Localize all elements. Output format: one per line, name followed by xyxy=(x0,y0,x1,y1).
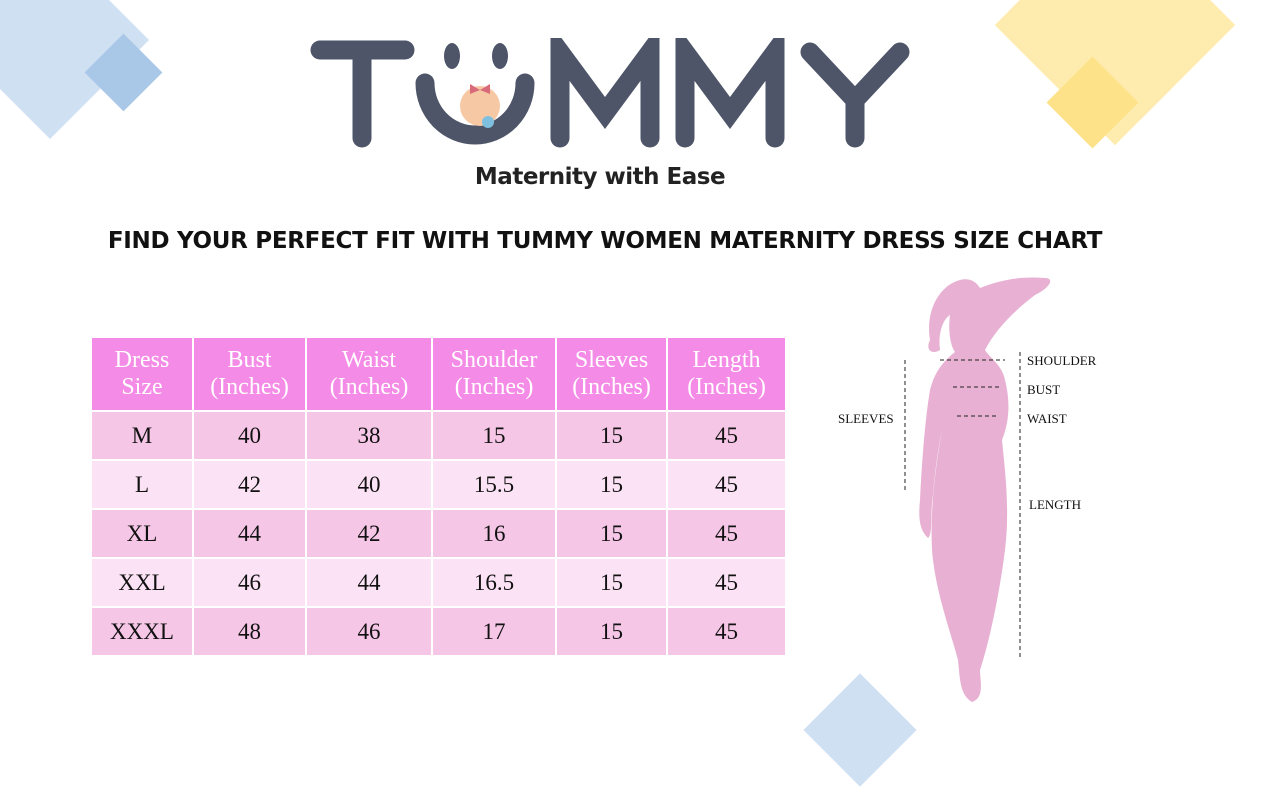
table-cell: XL xyxy=(90,508,194,559)
table-cell: XXXL xyxy=(90,606,194,657)
table-cell: 15 xyxy=(555,459,668,510)
table-cell: 42 xyxy=(192,459,307,510)
table-row: XXL 46 44 16.5 15 45 xyxy=(90,557,787,608)
table-cell: XXL xyxy=(90,557,194,608)
table-cell: 15.5 xyxy=(431,459,557,510)
body-figure xyxy=(904,277,1051,702)
table-cell: 46 xyxy=(305,606,433,657)
tagline: Maternity with Ease xyxy=(474,164,726,190)
table-cell: 44 xyxy=(305,557,433,608)
table-cell: L xyxy=(90,459,194,510)
table-cell: 16.5 xyxy=(431,557,557,608)
table-row: XL 44 42 16 15 45 xyxy=(90,508,787,559)
table-cell: 15 xyxy=(431,410,557,461)
table-cell: 16 xyxy=(431,508,557,559)
headline: FIND YOUR PERFECT FIT WITH TUMMY WOMEN M… xyxy=(107,228,1103,254)
table-header-row: Dress Size Bust (Inches) Waist (Inches) Sho… xyxy=(90,336,787,412)
table-row: M 40 38 15 15 45 xyxy=(90,410,787,461)
table-cell: 15 xyxy=(555,410,668,461)
table-cell: 40 xyxy=(192,410,307,461)
table-cell: 44 xyxy=(192,508,307,559)
label-length: LENGTH xyxy=(1029,497,1081,512)
table-cell: 48 xyxy=(192,606,307,657)
col-shoulder: Shoulder (Inches) xyxy=(431,336,557,412)
col-waist: Waist (Inches) xyxy=(305,336,433,412)
table-cell: 45 xyxy=(666,606,787,657)
label-bust: BUST xyxy=(1027,382,1061,397)
table-cell: 45 xyxy=(666,557,787,608)
table-cell: 42 xyxy=(305,508,433,559)
size-chart-table: Dress Size Bust (Inches) Waist (Inches) Sho… xyxy=(90,336,787,657)
table-cell: 15 xyxy=(555,606,668,657)
table-cell: 38 xyxy=(305,410,433,461)
table-row: L 42 40 15.5 15 45 xyxy=(90,459,787,510)
baby-icon xyxy=(460,86,500,126)
label-waist: WAIST xyxy=(1027,411,1067,426)
table-cell: 46 xyxy=(192,557,307,608)
table-cell: 15 xyxy=(555,557,668,608)
label-sleeves: SLEEVES xyxy=(838,411,894,426)
col-dress-size: Dress Size xyxy=(90,336,194,412)
col-sleeves: Sleeves (Inches) xyxy=(555,336,668,412)
table-cell: 17 xyxy=(431,606,557,657)
table-row: XXXL 48 46 17 15 45 xyxy=(90,606,787,657)
table-cell: 45 xyxy=(666,508,787,559)
label-shoulder: SHOULDER xyxy=(1027,353,1097,368)
col-bust: Bust (Inches) xyxy=(192,336,307,412)
tummy-logo xyxy=(310,38,910,148)
table-cell: 45 xyxy=(666,459,787,510)
col-length: Length (Inches) xyxy=(666,336,787,412)
table-cell: 40 xyxy=(305,459,433,510)
table-cell: 15 xyxy=(555,508,668,559)
table-cell: 45 xyxy=(666,410,787,461)
table-cell: M xyxy=(90,410,194,461)
